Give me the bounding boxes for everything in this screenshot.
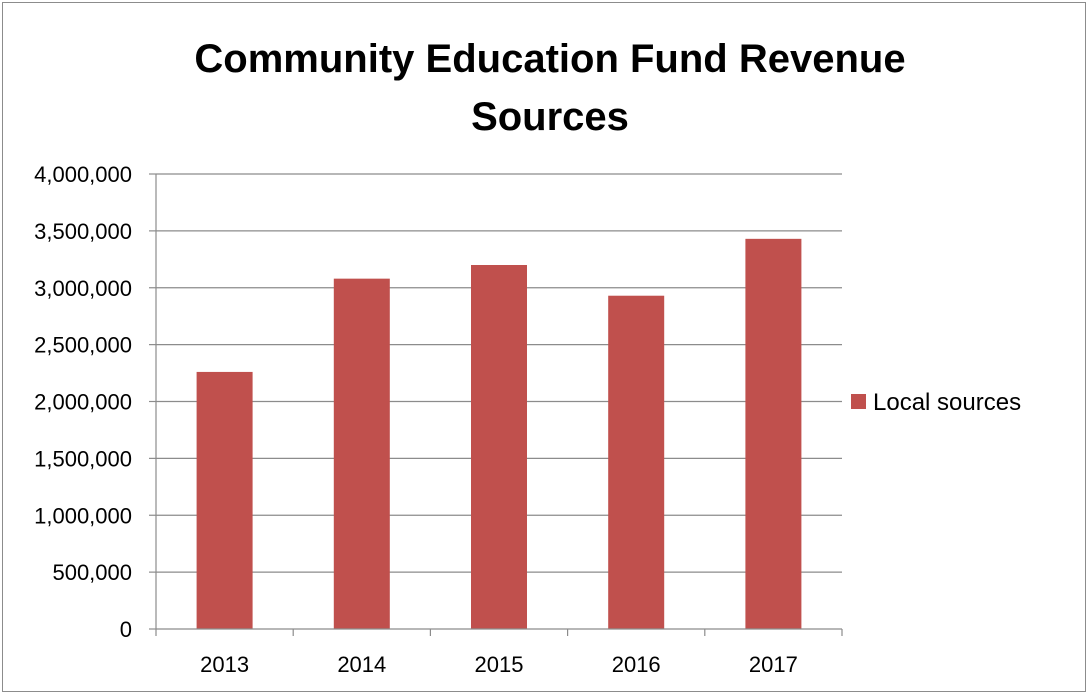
y-tick-label: 4,000,000 [34,162,132,187]
y-tick-label: 500,000 [52,560,132,585]
y-tick-label: 2,500,000 [34,333,132,358]
y-tick-label: 0 [120,617,132,642]
chart-title-line-2: Sources [471,95,629,139]
legend: Local sources [851,389,1021,416]
legend-label: Local sources [873,389,1021,416]
bar-2015 [471,265,527,629]
chart-title-line-1: Community Education Fund Revenue [194,37,906,81]
y-tick-label: 1,000,000 [34,503,132,528]
x-axis-tick-labels: 2013 2014 2015 2016 2017 [200,652,798,677]
y-axis-tick-labels: 0 500,000 1,000,000 1,500,000 2,000,000 2,500… [34,162,132,642]
bar-2016 [608,295,665,629]
bar-2013 [196,371,253,629]
bar-2017 [745,238,802,629]
x-tick-label: 2016 [612,652,661,677]
x-tick-label: 2015 [475,652,524,677]
y-tick-label: 3,500,000 [34,219,132,244]
x-tick-label: 2013 [200,652,249,677]
chart-title: Community Education Fund Revenue Sources [0,30,1090,146]
y-tick-label: 3,000,000 [34,276,132,301]
y-tick-label: 1,500,000 [34,446,132,471]
x-tick-label: 2017 [749,652,798,677]
y-tick-label: 2,000,000 [34,390,132,415]
axes [155,174,843,636]
bar-2014 [333,278,390,629]
bars [196,238,802,629]
legend-swatch [851,394,866,409]
x-tick-label: 2014 [337,652,386,677]
